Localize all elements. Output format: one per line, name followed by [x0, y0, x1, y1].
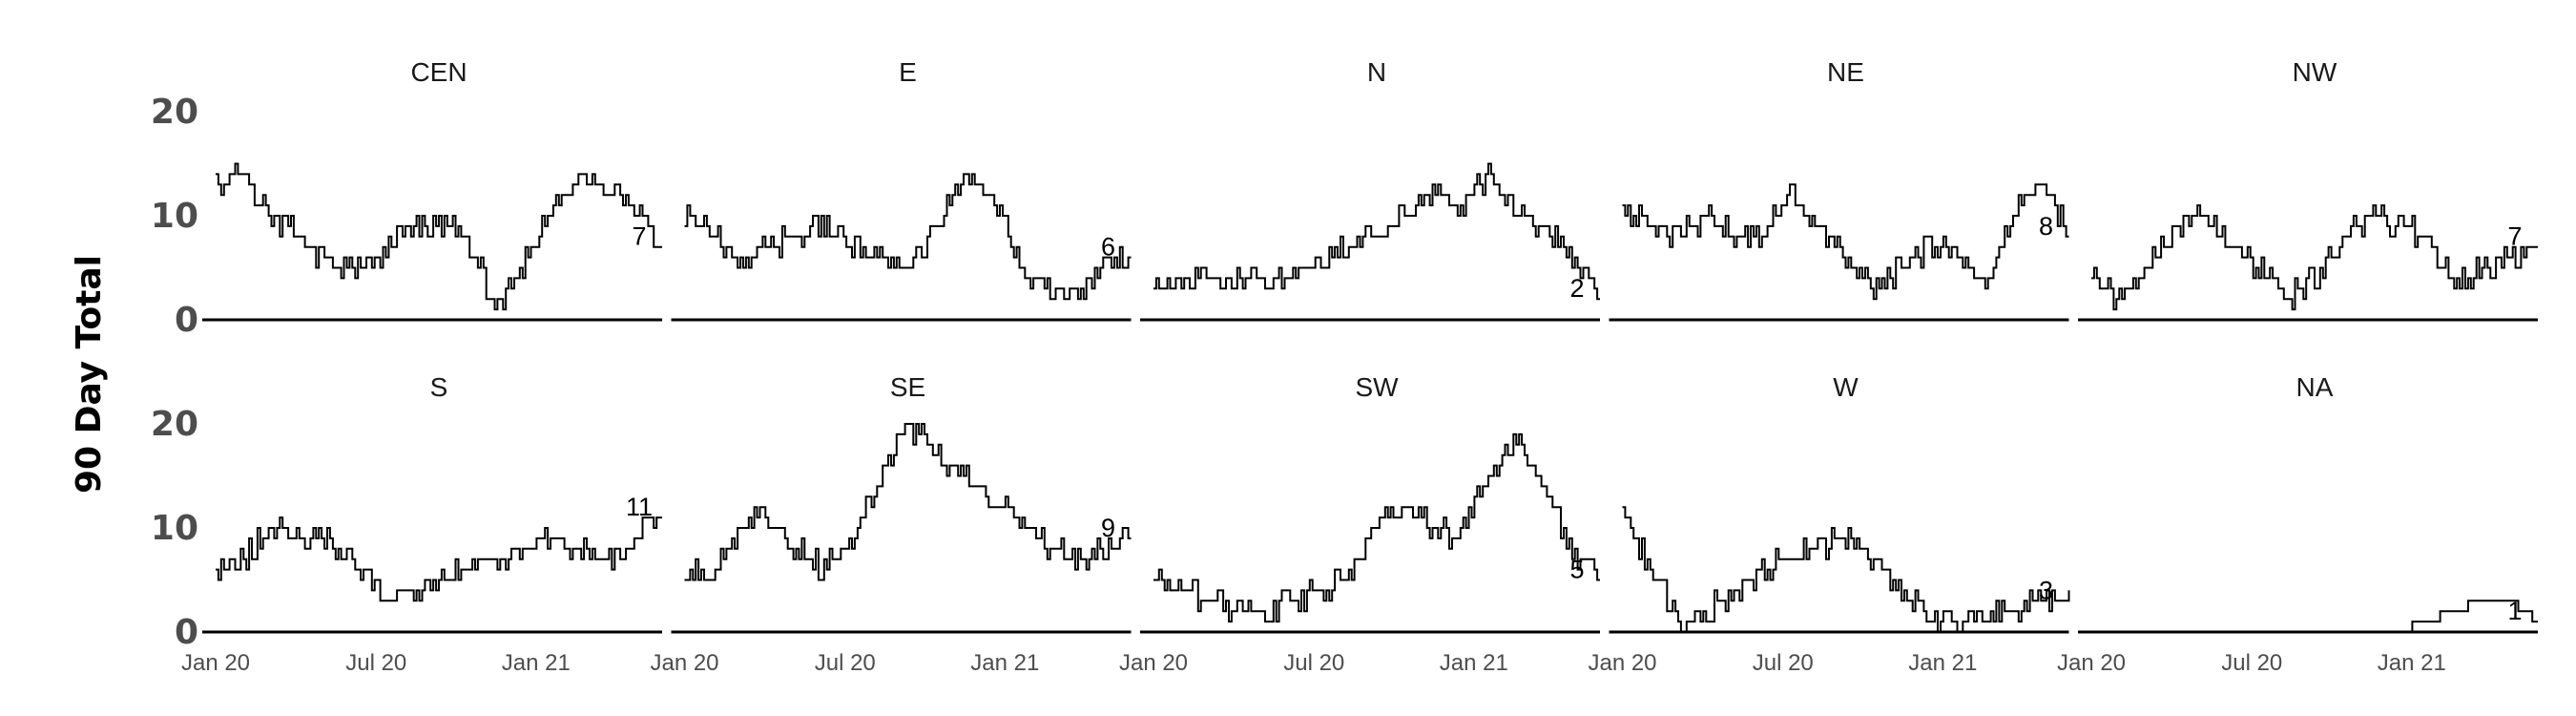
series-line [2091, 600, 2538, 633]
panel-title: W [1833, 372, 1859, 402]
panel-ne: NE 8 [1609, 57, 2069, 322]
panel-s: S 11 Jan 20 Jul 20 Jan 21 [181, 372, 662, 676]
end-value-label: 3 [2039, 576, 2053, 604]
y-tick-label: 10 [151, 197, 198, 236]
panel-title: S [430, 372, 448, 402]
end-value-label: 5 [1569, 556, 1584, 584]
x-tick-label: Jan 21 [502, 650, 571, 676]
panel-nw: NW 7 [2078, 57, 2538, 322]
panel-title: SW [1355, 372, 1399, 402]
y-tick-label: 20 [151, 93, 198, 132]
x-tick-label: Jan 20 [1119, 650, 1188, 676]
panel-cen: CEN 7 [202, 57, 662, 322]
panel-e: E6 [671, 57, 1132, 322]
panel-title: SE [890, 372, 925, 402]
series-line [684, 173, 1132, 301]
panel-title: NE [1827, 57, 1864, 87]
x-tick-label: Jan 21 [1908, 650, 1977, 676]
panel-se: SE 9 Jan 20 Jul 20 Jan 21 [650, 372, 1132, 676]
end-value-label: 1 [2507, 597, 2522, 625]
end-value-label: 7 [632, 222, 646, 251]
panel-title: NW [2293, 57, 2337, 87]
end-value-label: 8 [2039, 212, 2053, 241]
y-axis-title: 90 Day Total [70, 255, 109, 494]
panel-n: N2 [1140, 57, 1600, 322]
series-line [1153, 432, 1600, 623]
x-tick-label: Jan 20 [181, 650, 250, 676]
x-tick-label: Jul 20 [1753, 650, 1814, 676]
x-tick-label: Jan 20 [2057, 650, 2126, 676]
end-value-label: 6 [1101, 233, 1115, 262]
y-tick-label: 0 [175, 613, 198, 652]
series-line [2091, 204, 2538, 311]
y-tick-label: 10 [151, 509, 198, 548]
panel-sw: SW 5 Jan 20 Jul 20 Jan 21 [1119, 372, 1600, 676]
panel-title: E [899, 57, 917, 87]
x-tick-label: Jul 20 [2221, 650, 2282, 676]
series-line [1622, 183, 2069, 301]
x-tick-label: Jan 21 [1440, 650, 1508, 676]
y-tick-label: 20 [151, 405, 198, 444]
series-line [684, 423, 1132, 581]
series-line [1153, 162, 1600, 301]
series-line [216, 162, 662, 311]
panel-title: CEN [410, 57, 467, 87]
x-tick-label: Jul 20 [815, 650, 876, 676]
panel-na: NA 1 Jan 20 Jul 20 Jan 21 [2057, 372, 2538, 676]
x-tick-label: Jul 20 [1283, 650, 1344, 676]
panel-w: W 3 Jan 20 Jul 20 Jan 21 [1588, 372, 2070, 676]
y-tick-label: 0 [175, 301, 198, 340]
x-tick-label: Jan 20 [650, 650, 718, 676]
x-tick-label: Jan 21 [2378, 650, 2446, 676]
x-tick-label: Jan 21 [970, 650, 1039, 676]
panel-title: NA [2296, 372, 2334, 402]
x-tick-label: Jan 20 [1588, 650, 1656, 676]
end-value-label: 7 [2507, 222, 2522, 251]
end-value-label: 2 [1569, 274, 1584, 303]
panel-title: N [1367, 57, 1386, 87]
end-value-label: 11 [626, 493, 653, 521]
x-tick-label: Jul 20 [345, 650, 406, 676]
series-line [1622, 506, 2070, 633]
end-value-label: 9 [1101, 514, 1115, 542]
series-line [216, 516, 662, 602]
